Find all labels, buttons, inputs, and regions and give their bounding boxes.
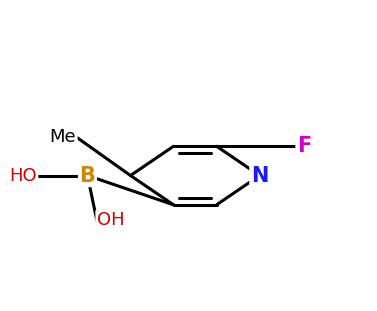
Text: F: F (297, 136, 311, 156)
Text: N: N (251, 165, 268, 186)
Text: OH: OH (97, 211, 124, 229)
Text: HO: HO (9, 166, 37, 184)
Text: B: B (80, 165, 95, 186)
Text: Me: Me (50, 128, 76, 146)
